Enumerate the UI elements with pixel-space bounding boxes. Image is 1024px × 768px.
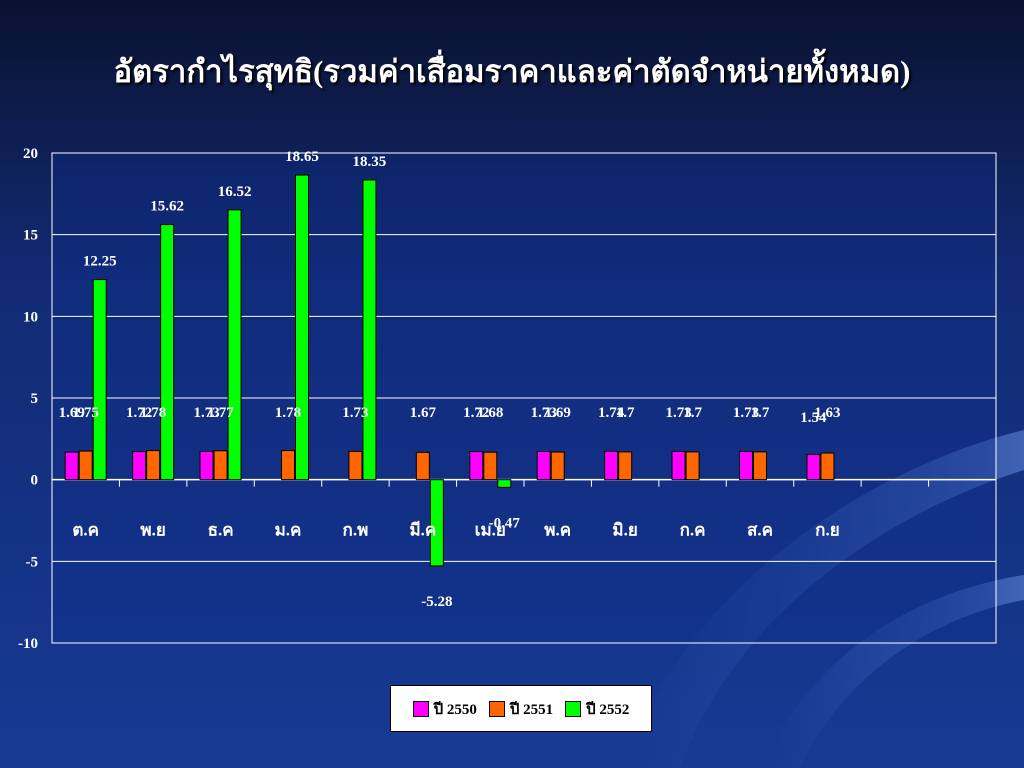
- data-label: 16.52: [218, 184, 252, 200]
- bar-series-2552: [227, 209, 242, 481]
- legend-label: ปี 2552: [586, 701, 630, 718]
- bar-series-2551: [281, 450, 295, 481]
- data-label: 1.67: [410, 405, 437, 421]
- x-category-label: เม.ย: [475, 521, 506, 540]
- bar-series-2552: [429, 479, 444, 567]
- bar-series-2552: [92, 279, 107, 481]
- bar-series-2550: [536, 450, 551, 481]
- bar-series-2550: [806, 454, 821, 481]
- bar-series-2551: [348, 450, 363, 481]
- data-label: 18.65: [285, 149, 319, 165]
- bar-series-2552: [497, 479, 512, 488]
- legend-label: ปี 2550: [433, 701, 477, 718]
- data-label: -0.47: [489, 515, 521, 531]
- bar-series-2551: [78, 450, 93, 481]
- data-label: 1.73: [733, 405, 759, 421]
- x-category-label: ก.ย: [815, 521, 840, 540]
- bar-series-2550: [132, 451, 147, 481]
- bar-series-2551: [820, 452, 835, 481]
- data-label: 15.62: [150, 199, 184, 215]
- data-label: 12.25: [83, 254, 117, 270]
- x-category-label: ธ.ค: [208, 521, 234, 540]
- background-swoosh: [620, 430, 1024, 768]
- x-category-label: มิ.ย: [612, 521, 637, 540]
- bar-series-2551: [483, 451, 498, 481]
- legend-swatch: [565, 700, 582, 717]
- data-label: 1.7: [616, 405, 635, 421]
- bar-series-2551: [415, 451, 430, 481]
- x-category-label: ส.ค: [747, 521, 773, 540]
- y-tick-label: 5: [31, 391, 39, 407]
- chart-legend: ปี 2550 ปี 2551 ปี 2552: [390, 685, 652, 732]
- data-label: 1.72: [463, 405, 489, 421]
- data-label: 1.73: [531, 405, 557, 421]
- y-tick-label: 20: [23, 146, 38, 162]
- bar-series-2551: [213, 450, 228, 481]
- data-label: 1.73: [193, 405, 219, 421]
- y-tick-label: 0: [31, 473, 39, 489]
- data-label: 1.54: [800, 410, 827, 426]
- data-label: 1.73: [665, 405, 691, 421]
- bar-series-2550: [604, 450, 619, 481]
- data-label: 1.69: [545, 405, 571, 421]
- x-category-label: มี.ค: [409, 520, 436, 540]
- bar-series-2552: [160, 224, 175, 481]
- data-label: 1.77: [207, 405, 234, 421]
- bar-series-2550: [199, 450, 214, 481]
- data-label: 1.63: [814, 405, 840, 421]
- data-label: 1.78: [275, 405, 301, 421]
- data-label: 1.78: [140, 405, 166, 421]
- bar-series-2552: [295, 174, 309, 481]
- y-tick-label: -10: [18, 636, 38, 652]
- background-swoosh-2: [760, 575, 1024, 768]
- y-tick-label: 10: [23, 309, 38, 325]
- legend-item-series-2551: ปี 2551: [488, 697, 554, 721]
- x-category-label: ม.ค: [275, 521, 302, 540]
- bar-series-2552: [362, 179, 377, 481]
- legend-label: ปี 2551: [509, 701, 554, 718]
- chart-title: อัตรากำไรสุทธิ(รวมค่าเสื่อมราคาและค่าตัด…: [113, 54, 911, 89]
- x-category-label: ก.ค: [680, 521, 706, 540]
- data-label: -5.28: [421, 594, 452, 610]
- data-label: 1.73: [342, 405, 368, 421]
- data-label: 1.74: [598, 405, 625, 421]
- data-label: 1.7: [751, 405, 770, 421]
- legend-item-series-2552: ปี 2552: [565, 697, 629, 721]
- x-category-label: พ.ย: [140, 521, 165, 540]
- legend-item-series-2550: ปี 2550: [412, 697, 477, 721]
- bar-series-2551: [618, 451, 633, 481]
- bar-series-2551: [753, 451, 767, 481]
- x-category-label: พ.ค: [544, 521, 571, 540]
- bar-series-2551: [685, 451, 700, 481]
- bar-series-2550: [469, 451, 484, 481]
- data-label: 18.35: [353, 154, 387, 170]
- bar-series-2551: [146, 450, 161, 481]
- bar-series-2551: [550, 451, 565, 481]
- y-tick-label: -5: [26, 554, 39, 570]
- data-label: 1.69: [59, 405, 85, 421]
- bar-series-2550: [64, 451, 79, 481]
- legend-swatch: [488, 700, 505, 717]
- y-tick-label: 15: [23, 228, 38, 244]
- bar-series-2550: [671, 450, 686, 481]
- data-label: 1.72: [126, 405, 152, 421]
- x-category-label: ก.พ: [343, 521, 369, 540]
- data-label: 1.75: [73, 405, 99, 421]
- x-category-label: ต.ค: [72, 521, 99, 540]
- legend-swatch: [412, 700, 429, 717]
- bar-series-2550: [739, 450, 753, 481]
- data-label: 1.68: [477, 405, 503, 421]
- data-label: 1.7: [683, 405, 702, 421]
